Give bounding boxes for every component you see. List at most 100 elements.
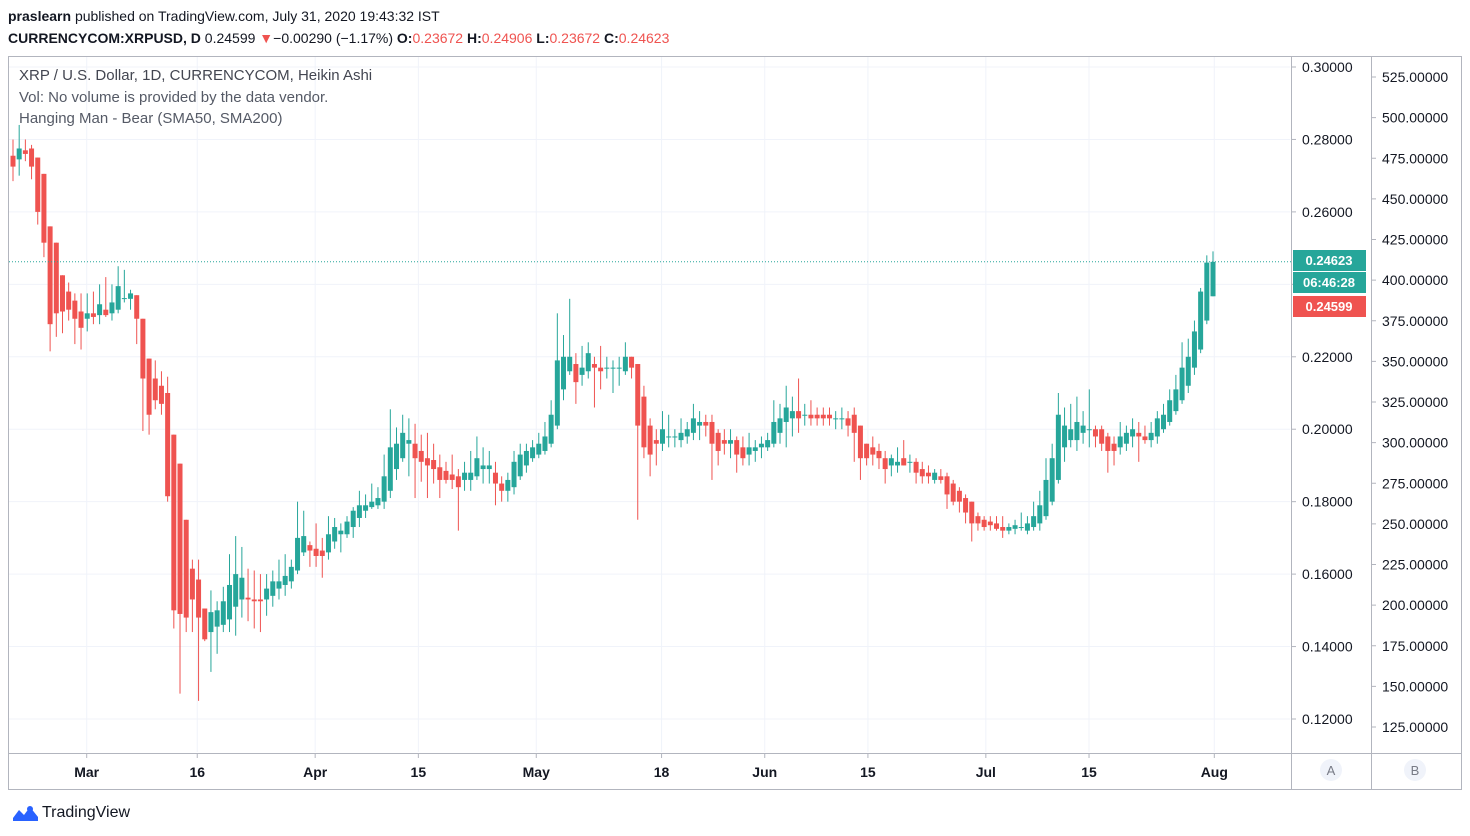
candle[interactable]	[245, 568, 251, 622]
candle[interactable]	[975, 512, 981, 531]
candle[interactable]	[659, 411, 665, 451]
candle[interactable]	[1055, 393, 1061, 484]
tradingview-logo-icon[interactable]	[12, 804, 40, 822]
candle[interactable]	[177, 463, 183, 694]
candle[interactable]	[257, 574, 263, 633]
candle[interactable]	[356, 490, 362, 528]
candle[interactable]	[740, 436, 746, 466]
candle[interactable]	[721, 429, 727, 455]
time-axis[interactable]: Mar 16 Apr 15 May 18 Jun 15 Jul 15 Aug	[74, 753, 1228, 780]
candle[interactable]	[103, 277, 109, 317]
candle[interactable]	[746, 432, 752, 466]
candle[interactable]	[16, 124, 22, 176]
candle[interactable]	[418, 434, 424, 482]
candle[interactable]	[220, 586, 226, 633]
candle[interactable]	[363, 494, 369, 518]
candle[interactable]	[697, 411, 703, 441]
candle[interactable]	[115, 266, 121, 314]
candle[interactable]	[907, 454, 913, 473]
candle[interactable]	[1018, 512, 1024, 531]
candle[interactable]	[462, 461, 468, 491]
candle[interactable]	[121, 269, 127, 303]
candle[interactable]	[1024, 516, 1030, 535]
candle[interactable]	[715, 429, 721, 466]
candle[interactable]	[1000, 516, 1006, 538]
candle[interactable]	[350, 507, 356, 538]
candle[interactable]	[1006, 523, 1012, 535]
candle[interactable]	[233, 536, 239, 636]
candle[interactable]	[758, 436, 764, 459]
candles[interactable]	[10, 124, 1216, 701]
candle[interactable]	[925, 465, 931, 484]
candle[interactable]	[666, 414, 672, 448]
candle[interactable]	[1198, 287, 1204, 354]
candle[interactable]	[196, 559, 202, 701]
candle[interactable]	[548, 400, 554, 448]
price-axis-b[interactable]: 525.00000 500.00000 475.00000 450.00000 425.…	[1371, 69, 1448, 735]
candle[interactable]	[90, 291, 96, 325]
candle[interactable]	[1105, 432, 1111, 473]
candle[interactable]	[672, 429, 678, 448]
candle[interactable]	[400, 414, 406, 462]
candle[interactable]	[140, 318, 146, 432]
candle[interactable]	[530, 440, 536, 462]
candle[interactable]	[876, 443, 882, 470]
candle[interactable]	[777, 403, 783, 444]
candle[interactable]	[882, 450, 888, 484]
candle[interactable]	[295, 501, 301, 575]
candle[interactable]	[406, 418, 412, 477]
candle[interactable]	[938, 469, 944, 484]
candle[interactable]	[1037, 490, 1043, 531]
candle[interactable]	[214, 601, 220, 654]
candle[interactable]	[1148, 421, 1154, 448]
candle[interactable]	[183, 519, 189, 633]
candle[interactable]	[944, 472, 950, 509]
candle[interactable]	[1111, 436, 1117, 466]
candle[interactable]	[598, 345, 604, 390]
candle[interactable]	[573, 353, 579, 404]
candle[interactable]	[369, 483, 375, 509]
candle[interactable]	[561, 335, 567, 401]
candle[interactable]	[1191, 320, 1197, 375]
scale-button-b[interactable]: B	[1404, 759, 1426, 781]
candle[interactable]	[591, 356, 597, 408]
candle[interactable]	[950, 479, 956, 506]
chart-canvas[interactable]: 0.300000.280000.260000.240000.220000.200…	[0, 0, 1470, 800]
candle[interactable]	[629, 356, 635, 379]
candle[interactable]	[796, 378, 802, 433]
author-name[interactable]: praslearn	[8, 8, 72, 24]
candle[interactable]	[839, 407, 845, 430]
candle[interactable]	[1062, 407, 1068, 462]
candle[interactable]	[152, 360, 158, 410]
candle[interactable]	[226, 554, 232, 633]
candle[interactable]	[59, 275, 65, 334]
candle[interactable]	[202, 608, 208, 642]
candle[interactable]	[789, 396, 795, 437]
candle[interactable]	[499, 476, 505, 502]
candle[interactable]	[1074, 396, 1080, 451]
candle[interactable]	[1117, 421, 1123, 455]
candle[interactable]	[1123, 425, 1129, 451]
candle[interactable]	[1161, 403, 1167, 433]
candle[interactable]	[913, 458, 919, 484]
candle[interactable]	[29, 144, 35, 180]
candle[interactable]	[1099, 425, 1105, 451]
candle[interactable]	[808, 400, 814, 426]
candle[interactable]	[523, 443, 529, 473]
candle[interactable]	[424, 432, 430, 499]
candle[interactable]	[536, 432, 542, 459]
candle[interactable]	[307, 541, 313, 567]
candle[interactable]	[474, 436, 480, 480]
candle[interactable]	[919, 461, 925, 484]
candle[interactable]	[1204, 255, 1210, 325]
candle[interactable]	[579, 345, 585, 386]
candle[interactable]	[1167, 389, 1173, 426]
candle[interactable]	[72, 293, 78, 345]
candle[interactable]	[987, 516, 993, 531]
candle[interactable]	[1031, 501, 1037, 531]
candle[interactable]	[969, 501, 975, 542]
candle[interactable]	[765, 432, 771, 451]
candle[interactable]	[1179, 342, 1185, 404]
candle[interactable]	[431, 443, 437, 484]
candle[interactable]	[381, 454, 387, 509]
